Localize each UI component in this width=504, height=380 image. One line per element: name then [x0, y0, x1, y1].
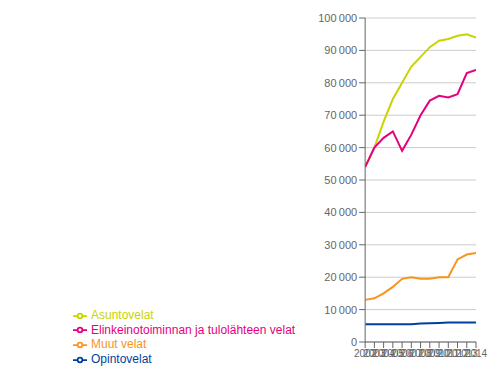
html-text:Muut velat: Muut velat — [91, 337, 147, 352]
html-text:Asuntovelat: Asuntovelat — [91, 307, 154, 322]
svg-text:100 000: 100 000 — [318, 12, 357, 24]
svg-text:0: 0 — [351, 336, 357, 348]
svg-text:30 000: 30 000 — [324, 239, 357, 251]
svg-text:60 000: 60 000 — [324, 142, 357, 154]
svg-text:90 000: 90 000 — [324, 44, 357, 56]
svg-text:40 000: 40 000 — [324, 206, 357, 218]
svg-text:70 000: 70 000 — [324, 109, 357, 121]
svg-text:50 000: 50 000 — [324, 174, 357, 186]
svg-text:10 000: 10 000 — [324, 304, 357, 316]
svg-text:80 000: 80 000 — [324, 77, 357, 89]
svg-text:2014: 2014 — [465, 348, 488, 359]
svg-text:20 000: 20 000 — [324, 271, 357, 283]
html-text:Elinkeinotoiminnan ja tuloläht: Elinkeinotoiminnan ja tulolähteen velat — [91, 322, 296, 337]
html-text:Opintovelat: Opintovelat — [91, 352, 152, 367]
